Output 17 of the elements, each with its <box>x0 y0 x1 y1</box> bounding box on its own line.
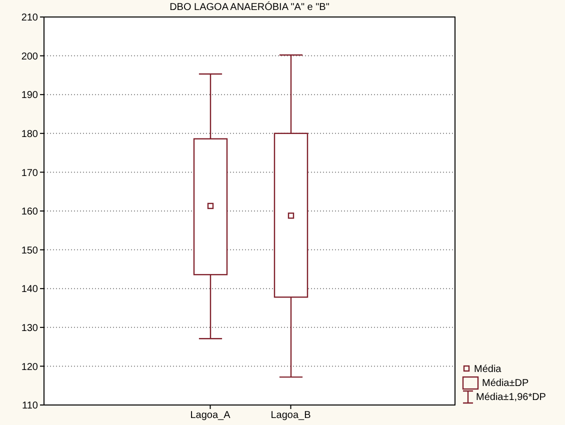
y-tick-label: 170 <box>21 168 38 179</box>
y-tick-label: 130 <box>21 322 38 334</box>
x-tick-label: Lagoa_B <box>270 410 312 422</box>
text: Média±DP <box>482 378 529 388</box>
y-tick-label: 150 <box>21 245 38 256</box>
y-tick-label: 110 <box>22 400 38 412</box>
y-tick-label: 120 <box>21 362 38 373</box>
y-tick-label: 180 <box>21 128 38 140</box>
y-tick-label: 190 <box>21 90 38 102</box>
y-tick-label: 200 <box>21 51 38 62</box>
y-tick-label: 140 <box>21 284 38 296</box>
x-tick-label: Lagoa_A <box>190 410 231 422</box>
y-tick-label: 210 <box>21 12 38 24</box>
text: Média <box>474 364 502 374</box>
text: Média±1,96*DP <box>476 392 546 402</box>
chart-title: DBO LAGOA ANAERÓBIA "A" e "B" <box>168 2 330 13</box>
y-tick-label: 160 <box>21 206 38 218</box>
